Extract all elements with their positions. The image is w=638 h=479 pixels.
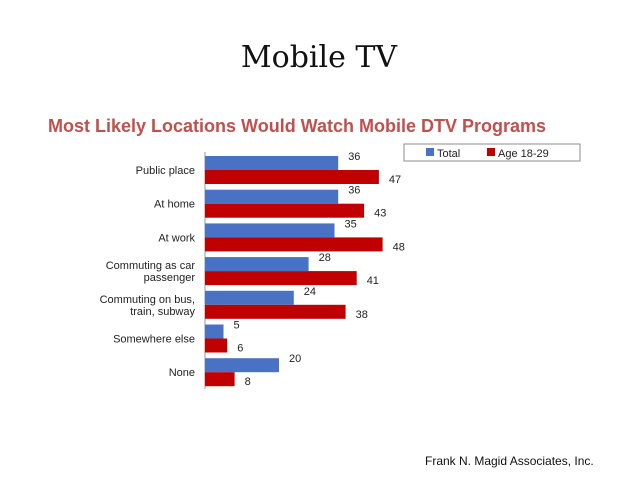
category-label: train, subway bbox=[130, 306, 195, 318]
source-credit: Frank N. Magid Associates, Inc. bbox=[425, 454, 594, 468]
bar-age-18-29 bbox=[205, 203, 365, 218]
legend-swatch-total bbox=[426, 148, 434, 156]
value-label: 47 bbox=[389, 174, 401, 186]
bar-age-18-29 bbox=[205, 170, 379, 184]
value-label: 6 bbox=[237, 343, 243, 355]
bar-total bbox=[205, 324, 224, 339]
bar-total bbox=[205, 358, 279, 373]
legend-swatch-age bbox=[487, 148, 495, 156]
value-label: 8 bbox=[245, 376, 251, 388]
bar-age-18-29 bbox=[205, 338, 228, 353]
value-label: 48 bbox=[393, 241, 405, 253]
category-label: Public place bbox=[136, 165, 195, 177]
category-label: At work bbox=[158, 232, 195, 244]
bar-age-18-29 bbox=[205, 237, 383, 252]
plot-area: 36 47 Public place 36 43 At home 35 48 At work 28… bbox=[100, 151, 405, 389]
value-label: 41 bbox=[367, 275, 379, 287]
bar-age-18-29 bbox=[205, 304, 346, 319]
chart-title: Most Likely Locations Would Watch Mobile… bbox=[48, 116, 547, 136]
category-label: Commuting as car bbox=[106, 260, 196, 272]
bar-total bbox=[205, 223, 335, 238]
bar-total bbox=[205, 156, 339, 170]
value-label: 36 bbox=[348, 151, 360, 163]
category-label: At home bbox=[154, 199, 195, 211]
value-label: 35 bbox=[345, 218, 357, 230]
legend-label-total: Total bbox=[437, 148, 460, 160]
category-label: None bbox=[169, 367, 195, 379]
bar-age-18-29 bbox=[205, 372, 235, 387]
category-label: passenger bbox=[144, 272, 196, 284]
value-label: 38 bbox=[356, 309, 368, 321]
category-label: Somewhere else bbox=[113, 334, 195, 346]
bar-total bbox=[205, 189, 339, 204]
legend-label-age: Age 18-29 bbox=[498, 148, 549, 160]
value-label: 24 bbox=[304, 286, 316, 298]
value-label: 43 bbox=[374, 208, 386, 220]
bar-total bbox=[205, 290, 294, 305]
category-label: Commuting on bus, bbox=[100, 294, 195, 306]
bar-age-18-29 bbox=[205, 271, 357, 286]
bar-total bbox=[205, 257, 309, 272]
slide-title: Mobile TV bbox=[240, 40, 398, 75]
value-label: 36 bbox=[348, 185, 360, 197]
value-label: 20 bbox=[289, 353, 301, 365]
chart-legend: Total Age 18-29 bbox=[403, 143, 581, 162]
value-label: 28 bbox=[319, 252, 331, 264]
value-label: 5 bbox=[234, 320, 240, 332]
